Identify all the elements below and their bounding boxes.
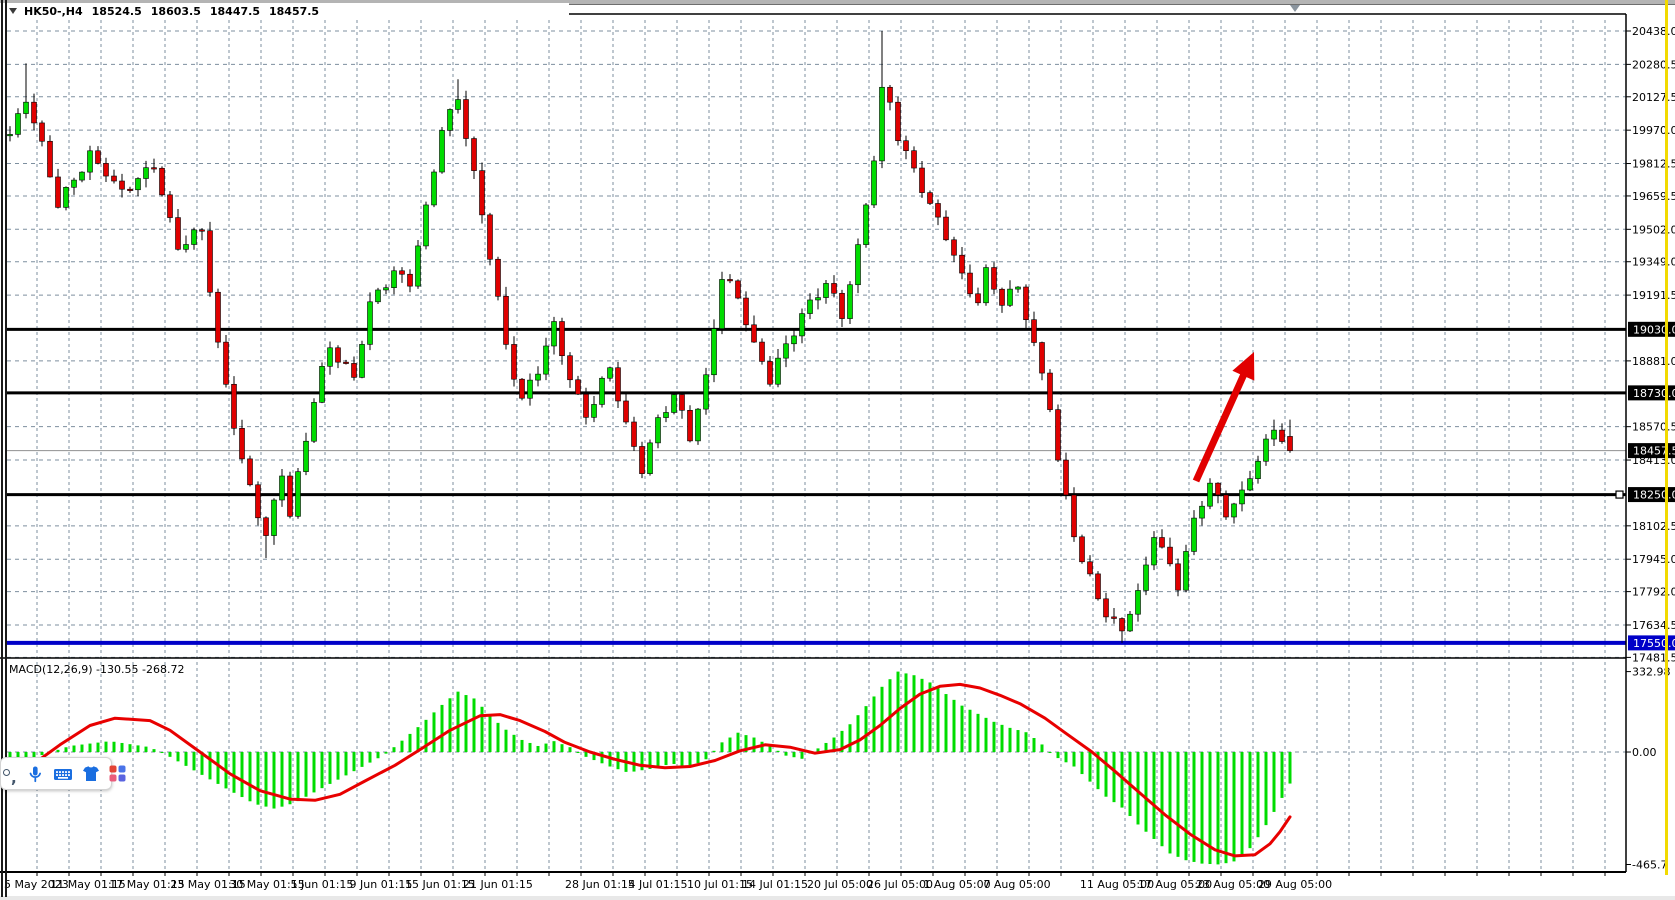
macd-axis-label: -465.7 (1632, 859, 1667, 872)
macd-signal-line (6, 682, 1292, 858)
price-badge-label: 19030.0 (1633, 323, 1675, 336)
time-axis-label: 17 May 01:15 (109, 878, 185, 891)
price-tick-label: 19812.5 (1632, 158, 1675, 171)
price-tick-label: 19970.0 (1632, 124, 1675, 137)
window-bottom-edge (0, 896, 1675, 900)
price-badge-label: 18730.0 (1633, 387, 1675, 400)
ohlc-close: 18457.5 (268, 4, 320, 18)
time-axis-label: 21 Jun 01:15 (463, 878, 533, 891)
time-axis-label: 23 May 01:15 (170, 878, 246, 891)
price-tick-label: 19191.5 (1632, 289, 1675, 302)
symbol-dropdown-icon[interactable] (9, 8, 17, 14)
macd-axis-label: 0.00 (1632, 746, 1657, 759)
ohlc-open: 18524.5 (91, 4, 142, 18)
price-axis[interactable]: 20438.0 20280.5 20127.5 19970.0 19812.5 19659… (1626, 25, 1675, 872)
window-left-border (1, 0, 3, 897)
price-badge (1628, 443, 1675, 459)
time-axis-label: 15 Jun 01:15 (405, 878, 475, 891)
time-axis-label: 29 Aug 05:00 (1257, 878, 1333, 891)
price-badge (1628, 385, 1675, 401)
price-badge (1628, 487, 1675, 503)
time-axis-label: 1 Aug 05:00 (923, 878, 991, 891)
price-tick-label: 18570.5 (1632, 421, 1675, 434)
time-axis[interactable]: 5 May 2023 11 May 01:15 17 May 01:15 23 May… (0, 876, 1675, 894)
symbol-timeframe-label: HK50-,H4 (24, 4, 83, 18)
horizontal-level-lines[interactable] (7, 327, 1626, 645)
time-axis-label: 28 Jun 01:15 (565, 878, 635, 891)
price-tick-label: 17481.5 (1632, 651, 1675, 664)
price-tick-label: 17792.0 (1632, 586, 1675, 599)
line-anchor-handle[interactable] (1615, 490, 1624, 499)
chart-title-row: HK50-,H4 18524.5 18603.5 18447.5 18457.5 (0, 3, 569, 19)
bullish-arrow-annotation[interactable] (1192, 352, 1255, 483)
palette-grid-icon[interactable] (109, 765, 126, 782)
time-axis-label: 5 Jun 01:15 (290, 878, 354, 891)
price-badge (1628, 635, 1675, 651)
time-axis-label: 9 Jun 01:15 (349, 878, 413, 891)
time-axis-label: 11 May 01:15 (50, 878, 126, 891)
chart-shift-marker-icon[interactable] (1290, 5, 1300, 12)
plot-borders (0, 13, 1627, 876)
price-tick-label: 18102.5 (1632, 520, 1675, 533)
time-axis-label: 10 Jul 01:15 (687, 878, 753, 891)
price-badge-label: 18457.5 (1633, 445, 1675, 458)
price-tick-label: 20127.5 (1632, 91, 1675, 104)
window-left-border-inner (5, 0, 7, 897)
time-axis-label: 30 May 01:15 (229, 878, 305, 891)
yellow-marker-line (1665, 0, 1668, 875)
macd-indicator-label: MACD(12,26,9) -130.55 -268.72 (9, 663, 185, 676)
macd-histogram (8, 671, 1292, 865)
time-axis-label: 23 Aug 05:00 (1195, 878, 1271, 891)
price-badge-label: 18250.0 (1633, 489, 1675, 502)
price-tick-label: 19502.0 (1632, 223, 1675, 236)
time-axis-label: 7 Aug 05:00 (983, 878, 1051, 891)
price-tick-label: 17634.5 (1632, 619, 1675, 632)
price-badge (1628, 321, 1675, 337)
price-tick-label: 19659.5 (1632, 190, 1675, 203)
price-tick-label: 20280.5 (1632, 58, 1675, 71)
ohlc-high: 18603.5 (150, 4, 201, 18)
time-axis-label: 4 Jul 01:15 (628, 878, 688, 891)
time-axis-label: 11 Aug 05:00 (1079, 878, 1155, 891)
floating-input-toolbar[interactable]: , (0, 757, 126, 790)
time-axis-label: 14 Jul 01:15 (742, 878, 808, 891)
price-tick-label: 19349.0 (1632, 256, 1675, 269)
price-tick-label: 18881.0 (1632, 355, 1675, 368)
candles-group (7, 31, 1293, 643)
time-axis-label: 17 Aug 05:00 (1137, 878, 1213, 891)
price-badge-label: 17550.0 (1633, 637, 1675, 650)
time-axis-label: 5 May 2023 (4, 878, 69, 891)
ohlc-low: 18447.5 (209, 4, 260, 18)
keyboard-icon[interactable] (53, 765, 73, 783)
time-axis-label: 26 Jul 05:00 (867, 878, 933, 891)
partial-cursor-icon[interactable]: , (3, 765, 17, 785)
time-axis-label: 20 Jul 05:00 (807, 878, 873, 891)
microphone-icon[interactable] (26, 765, 44, 783)
price-tick-label: 20438.0 (1632, 25, 1675, 38)
price-tick-label: 17945.0 (1632, 553, 1675, 566)
window-top-edge (0, 0, 1675, 5)
tshirt-icon[interactable] (82, 765, 100, 783)
macd-axis-label: 332.98 (1632, 666, 1671, 679)
grid (7, 20, 1626, 871)
